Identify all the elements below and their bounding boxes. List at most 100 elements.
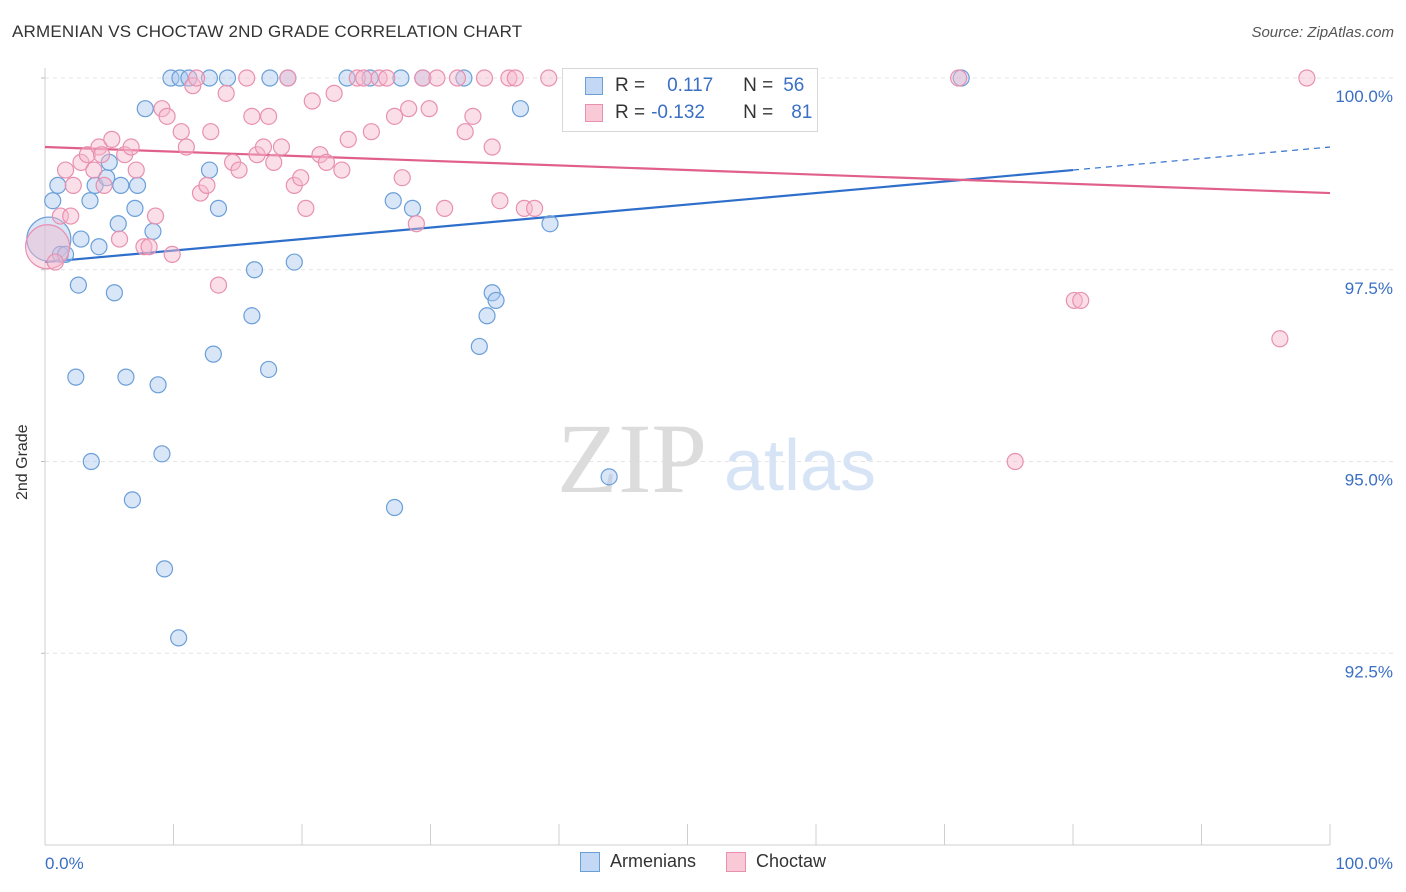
point-choctaw bbox=[393, 169, 411, 187]
point-choctaw bbox=[428, 69, 446, 87]
point-choctaw bbox=[202, 123, 220, 141]
legend-label-choctaw: Choctaw bbox=[756, 851, 827, 871]
point-choctaw bbox=[950, 69, 968, 87]
y-tick-label: 97.5% bbox=[1345, 279, 1393, 298]
point-choctaw bbox=[259, 107, 278, 125]
watermark-zip: ZIP bbox=[557, 403, 707, 514]
y-tick-label: 92.5% bbox=[1345, 662, 1393, 681]
point-armenian bbox=[261, 69, 279, 87]
legend-n-label: N = bbox=[743, 102, 774, 123]
chart-title: ARMENIAN VS CHOCTAW 2ND GRADE CORRELATIO… bbox=[12, 22, 523, 41]
point-armenian bbox=[243, 307, 261, 325]
y-tick-label: 95.0% bbox=[1345, 471, 1393, 490]
point-choctaw bbox=[1006, 452, 1024, 471]
legend-swatch-choctaw bbox=[585, 104, 603, 122]
point-armenian bbox=[128, 176, 147, 194]
point-armenian bbox=[200, 69, 219, 87]
point-choctaw bbox=[209, 276, 228, 294]
point-choctaw bbox=[238, 69, 256, 87]
point-armenian bbox=[541, 215, 559, 233]
point-choctaw bbox=[325, 84, 343, 102]
point-choctaw bbox=[385, 107, 404, 125]
point-armenian bbox=[81, 192, 99, 210]
point-choctaw bbox=[1271, 330, 1289, 348]
point-choctaw bbox=[400, 100, 418, 118]
point-choctaw bbox=[348, 69, 366, 87]
point-choctaw bbox=[292, 169, 310, 187]
point-armenian bbox=[285, 253, 303, 271]
point-choctaw bbox=[140, 238, 158, 256]
y-tick-label: 100.0% bbox=[1335, 87, 1393, 106]
point-armenian bbox=[153, 445, 171, 463]
legend-item-armenians[interactable]: Armenians bbox=[579, 851, 696, 872]
point-armenian bbox=[49, 176, 67, 194]
point-choctaw bbox=[92, 146, 111, 164]
point-choctaw bbox=[177, 138, 195, 156]
legend-swatch-armenians bbox=[579, 851, 600, 872]
point-choctaw bbox=[525, 199, 544, 217]
point-choctaw bbox=[483, 138, 501, 156]
point-choctaw bbox=[448, 69, 467, 87]
point-armenian bbox=[162, 69, 180, 87]
legend-r-label: R = bbox=[615, 102, 646, 123]
point-choctaw bbox=[64, 176, 82, 194]
point-choctaw bbox=[1065, 291, 1083, 310]
point-choctaw bbox=[127, 161, 145, 179]
x-tick-label-min: 0.0% bbox=[45, 854, 84, 873]
point-armenian bbox=[209, 199, 228, 217]
point-armenian bbox=[117, 368, 135, 386]
trend-line-choctaw bbox=[44, 145, 1331, 195]
point-choctaw bbox=[339, 130, 357, 148]
legend-r-value: -0.132 bbox=[651, 102, 705, 123]
point-armenian bbox=[361, 69, 379, 87]
watermark: ZIP atlas bbox=[557, 403, 876, 514]
series-legend: Armenians Choctaw bbox=[0, 851, 1406, 872]
point-choctaw bbox=[172, 123, 190, 141]
point-armenian bbox=[600, 468, 618, 486]
point-armenian bbox=[170, 629, 188, 647]
point-choctaw bbox=[85, 161, 103, 179]
point-choctaw bbox=[272, 138, 291, 156]
legend-swatch-choctaw bbox=[726, 851, 746, 872]
point-choctaw bbox=[243, 107, 261, 125]
point-choctaw bbox=[456, 123, 474, 141]
grid-lines bbox=[45, 77, 1393, 654]
point-choctaw bbox=[254, 138, 273, 156]
point-armenian bbox=[245, 261, 264, 279]
point-choctaw bbox=[230, 161, 248, 179]
point-choctaw bbox=[198, 176, 216, 194]
point-armenian bbox=[487, 291, 505, 310]
point-choctaw bbox=[188, 69, 206, 87]
point-choctaw bbox=[279, 69, 297, 87]
point-armenian bbox=[144, 222, 162, 240]
legend-item-choctaw[interactable]: Choctaw bbox=[726, 851, 826, 872]
point-armenian bbox=[123, 491, 141, 509]
point-armenian bbox=[171, 69, 189, 87]
point-armenian bbox=[149, 376, 167, 394]
point-choctaw bbox=[1072, 291, 1090, 310]
point-armenian bbox=[455, 69, 473, 87]
legend-r-label: R = bbox=[615, 75, 646, 96]
point-choctaw bbox=[217, 84, 235, 102]
stats-legend: R = 0.117 N = 56 R = -0.132 N = 81 bbox=[562, 68, 818, 132]
point-choctaw bbox=[378, 69, 396, 87]
source-label: Source: ZipAtlas.com bbox=[1251, 24, 1394, 41]
point-armenian bbox=[200, 161, 219, 179]
point-armenian bbox=[511, 100, 530, 118]
point-choctaw bbox=[540, 69, 558, 87]
point-choctaw bbox=[303, 92, 321, 110]
point-choctaw bbox=[333, 161, 351, 179]
trend-line-armenians bbox=[44, 168, 1074, 264]
point-choctaw bbox=[414, 69, 432, 87]
point-armenian bbox=[126, 199, 144, 217]
watermark-atlas: atlas bbox=[724, 426, 876, 506]
point-armenian bbox=[82, 452, 100, 471]
point-choctaw bbox=[407, 215, 425, 233]
point-armenian bbox=[470, 337, 488, 356]
point-choctaw bbox=[110, 230, 129, 248]
trend-line-armenians-extension bbox=[1072, 146, 1331, 171]
point-armenian bbox=[109, 215, 127, 233]
point-choctaw bbox=[95, 176, 113, 194]
point-armenian bbox=[69, 276, 88, 294]
